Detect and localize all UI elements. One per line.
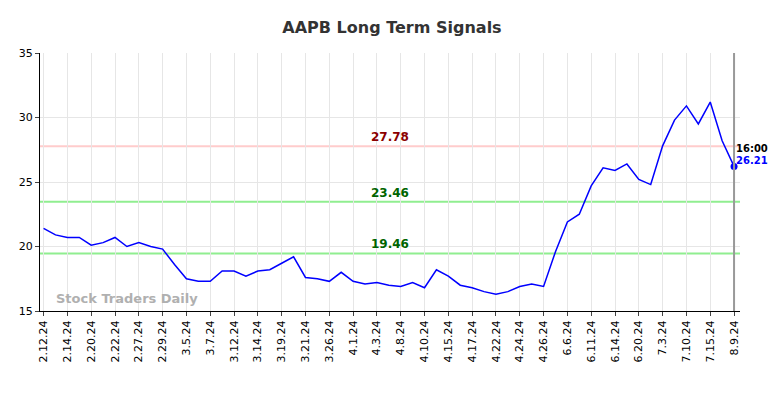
svg-text:3.12.24: 3.12.24 — [228, 320, 241, 362]
svg-text:4.3.24: 4.3.24 — [370, 320, 383, 355]
svg-text:6.11.24: 6.11.24 — [585, 320, 598, 362]
svg-text:26.21: 26.21 — [736, 155, 768, 166]
svg-text:4.26.24: 4.26.24 — [537, 320, 550, 362]
svg-text:3.14.24: 3.14.24 — [251, 320, 264, 362]
svg-text:30: 30 — [19, 111, 33, 124]
svg-text:4.8.24: 4.8.24 — [394, 320, 407, 355]
svg-text:3.5.24: 3.5.24 — [180, 320, 193, 355]
svg-text:7.10.24: 7.10.24 — [680, 320, 693, 362]
svg-text:3.26.24: 3.26.24 — [323, 320, 336, 362]
svg-text:6.14.24: 6.14.24 — [609, 320, 622, 362]
svg-text:3.21.24: 3.21.24 — [299, 320, 312, 362]
svg-text:2.29.24: 2.29.24 — [156, 320, 169, 362]
svg-text:15: 15 — [19, 305, 33, 318]
svg-text:19.46: 19.46 — [371, 237, 409, 251]
svg-text:4.24.24: 4.24.24 — [513, 320, 526, 362]
svg-text:2.22.24: 2.22.24 — [109, 320, 122, 362]
svg-text:4.1.24: 4.1.24 — [347, 320, 360, 355]
svg-text:2.14.24: 2.14.24 — [61, 320, 74, 362]
svg-text:AAPB Long Term Signals: AAPB Long Term Signals — [282, 18, 501, 37]
svg-text:6.6.24: 6.6.24 — [561, 320, 574, 355]
svg-text:4.17.24: 4.17.24 — [466, 320, 479, 362]
svg-text:3.19.24: 3.19.24 — [275, 320, 288, 362]
svg-text:8.9.24: 8.9.24 — [728, 320, 741, 355]
svg-text:20: 20 — [19, 240, 33, 253]
svg-text:2.20.24: 2.20.24 — [85, 320, 98, 362]
svg-text:25: 25 — [19, 176, 33, 189]
svg-text:4.22.24: 4.22.24 — [490, 320, 503, 362]
svg-text:27.78: 27.78 — [371, 130, 409, 144]
svg-text:16:00: 16:00 — [736, 143, 768, 154]
svg-text:7.15.24: 7.15.24 — [704, 320, 717, 362]
svg-text:3.7.24: 3.7.24 — [204, 320, 217, 355]
svg-text:7.3.24: 7.3.24 — [656, 320, 669, 355]
svg-text:2.27.24: 2.27.24 — [132, 320, 145, 362]
svg-text:35: 35 — [19, 47, 33, 60]
svg-text:4.10.24: 4.10.24 — [418, 320, 431, 362]
svg-text:6.20.24: 6.20.24 — [632, 320, 645, 362]
svg-text:4.15.24: 4.15.24 — [442, 320, 455, 362]
svg-text:23.46: 23.46 — [371, 186, 409, 200]
svg-text:Stock Traders Daily: Stock Traders Daily — [56, 291, 198, 306]
svg-text:2.12.24: 2.12.24 — [37, 320, 50, 362]
